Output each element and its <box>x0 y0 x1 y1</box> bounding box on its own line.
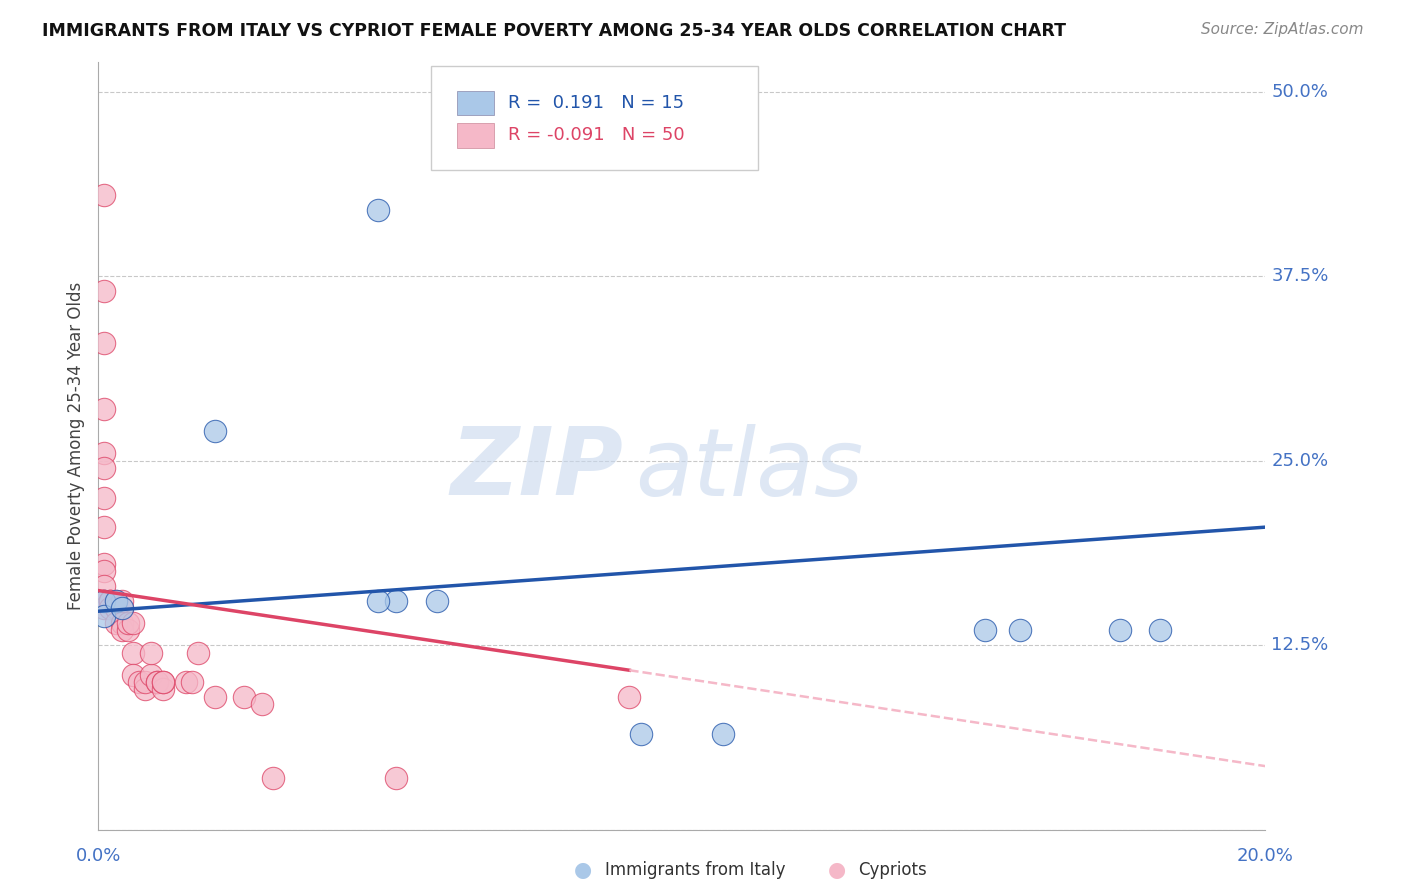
Point <box>1108 624 1130 638</box>
Point <box>93 446 115 460</box>
Point <box>974 624 997 638</box>
Point <box>233 690 256 704</box>
Point <box>93 284 115 298</box>
Point <box>630 726 652 740</box>
Bar <box>457 91 494 115</box>
Point <box>152 675 174 690</box>
Point <box>152 682 174 697</box>
Point <box>122 615 145 630</box>
Point <box>104 615 127 630</box>
Point <box>174 675 197 690</box>
Point <box>111 615 134 630</box>
Text: 20.0%: 20.0% <box>1237 847 1294 865</box>
Point <box>104 594 127 608</box>
Point <box>122 667 145 681</box>
Point <box>104 601 127 615</box>
Point <box>152 675 174 690</box>
Text: R =  0.191   N = 15: R = 0.191 N = 15 <box>508 94 685 112</box>
Point <box>93 461 115 475</box>
Point <box>111 594 134 608</box>
Point <box>367 594 389 608</box>
Point <box>1149 624 1171 638</box>
Text: 50.0%: 50.0% <box>1271 83 1329 101</box>
FancyBboxPatch shape <box>432 66 758 169</box>
Text: Cypriots: Cypriots <box>858 861 927 879</box>
Point <box>93 188 115 202</box>
Point <box>98 594 121 608</box>
Point <box>139 667 162 681</box>
Point <box>98 594 121 608</box>
Point <box>139 646 162 660</box>
Text: R = -0.091   N = 50: R = -0.091 N = 50 <box>508 127 685 145</box>
Text: Immigrants from Italy: Immigrants from Italy <box>605 861 785 879</box>
Text: IMMIGRANTS FROM ITALY VS CYPRIOT FEMALE POVERTY AMONG 25-34 YEAR OLDS CORRELATIO: IMMIGRANTS FROM ITALY VS CYPRIOT FEMALE … <box>42 22 1066 40</box>
Point <box>111 601 134 615</box>
Point <box>204 424 226 438</box>
Text: ●: ● <box>828 860 845 880</box>
Point <box>104 594 127 608</box>
Point <box>104 601 127 615</box>
Text: Source: ZipAtlas.com: Source: ZipAtlas.com <box>1201 22 1364 37</box>
Point <box>117 615 139 630</box>
Point <box>1010 624 1032 638</box>
Point <box>187 646 209 660</box>
Point <box>93 579 115 593</box>
Point <box>98 601 121 615</box>
Point <box>146 675 169 690</box>
Point <box>134 682 156 697</box>
Point <box>385 771 408 785</box>
Point <box>117 624 139 638</box>
Text: 25.0%: 25.0% <box>1271 451 1329 470</box>
Point <box>93 491 115 505</box>
Point <box>93 594 115 608</box>
Point <box>180 675 202 690</box>
Text: 37.5%: 37.5% <box>1271 268 1329 285</box>
Point <box>93 335 115 350</box>
Bar <box>457 123 494 147</box>
Point <box>111 624 134 638</box>
Point <box>98 594 121 608</box>
Point <box>93 520 115 534</box>
Point <box>262 771 284 785</box>
Point <box>250 697 273 711</box>
Point <box>134 675 156 690</box>
Point <box>385 594 408 608</box>
Point <box>619 690 641 704</box>
Point <box>204 690 226 704</box>
Point <box>711 726 734 740</box>
Point <box>122 646 145 660</box>
Text: ●: ● <box>575 860 592 880</box>
Text: 12.5%: 12.5% <box>1271 636 1329 654</box>
Point <box>128 675 150 690</box>
Point <box>111 601 134 615</box>
Y-axis label: Female Poverty Among 25-34 Year Olds: Female Poverty Among 25-34 Year Olds <box>66 282 84 610</box>
Point <box>93 557 115 571</box>
Point <box>93 565 115 579</box>
Point <box>146 675 169 690</box>
Text: 0.0%: 0.0% <box>76 847 121 865</box>
Point <box>426 594 449 608</box>
Point <box>93 608 115 623</box>
Point <box>93 594 115 608</box>
Point <box>93 594 115 608</box>
Point <box>93 402 115 417</box>
Point <box>93 601 115 615</box>
Text: atlas: atlas <box>636 424 863 515</box>
Text: ZIP: ZIP <box>451 423 624 515</box>
Point <box>367 202 389 217</box>
